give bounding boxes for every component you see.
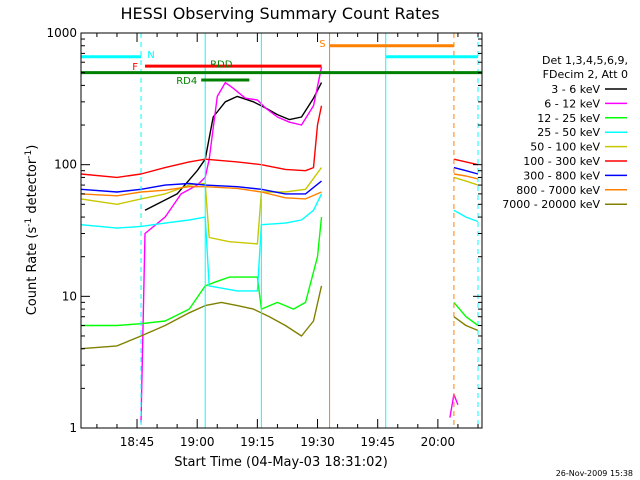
y-axis-label-part: detector — [25, 158, 40, 218]
y-axis-label-exponent: -1 — [24, 218, 34, 227]
legend-label-800-7000-kev: 800 - 7000 keV — [516, 184, 600, 197]
series-layer — [80, 67, 479, 423]
series-line-100-300-kev — [453, 158, 479, 166]
render-timestamp: 26-Nov-2009 15:38 — [556, 469, 633, 478]
series-line-12-25-kev — [453, 301, 479, 327]
series-line-25-50-kev — [80, 193, 323, 292]
series-line-25-50-kev — [453, 209, 479, 223]
flag-label-rd4: RD4 — [176, 76, 197, 87]
y-tick-label: 100 — [54, 158, 77, 172]
legend-label-12-25-kev: 12 - 25 keV — [537, 112, 600, 125]
flag-bars: NF S RDD RD4 — [81, 39, 482, 87]
chart-title: HESSI Observing Summary Count Rates — [120, 4, 439, 23]
legend: Det 1,3,4,5,6,9, FDecim 2, Att 0 3 - 6 k… — [502, 54, 628, 211]
legend-label-6-12-kev: 6 - 12 keV — [544, 97, 600, 110]
series-line-7000-20000-kev — [453, 316, 479, 332]
legend-header-line-1: Det 1,3,4,5,6,9, — [542, 54, 628, 67]
x-axis-label: Start Time (04-May-03 18:31:02) — [174, 455, 388, 470]
flag-label-rdd: RDD — [210, 60, 233, 71]
series-line-7000-20000-kev — [80, 285, 323, 350]
y-axis-label: Count Rate (s-1 detector-1) — [24, 145, 40, 316]
x-tick-label: 18:45 — [120, 435, 155, 449]
x-tick-label: 19:30 — [300, 435, 335, 449]
series-line-800-7000-kev — [80, 185, 322, 200]
series-line-50-100-kev — [80, 167, 323, 245]
series-line-12-25-kev — [80, 217, 323, 327]
plot-frame — [80, 32, 483, 429]
series-line-50-100-kev — [453, 176, 479, 186]
x-tick-label: 19:15 — [240, 435, 275, 449]
x-tick-label: 20:00 — [421, 435, 456, 449]
series-line-300-800-kev — [453, 166, 479, 175]
x-tick-label: 19:00 — [180, 435, 215, 449]
y-tick-label: 10 — [62, 289, 77, 303]
legend-label-300-800-kev: 300 - 800 keV — [523, 169, 600, 182]
axes-layer: 1 10 100 1000 18:45 19:00 19:15 19:30 19:45 20:00 — [46, 26, 482, 449]
legend-label-25-50-kev: 25 - 50 keV — [537, 126, 600, 139]
vertical-markers — [140, 33, 479, 428]
y-axis-label-part: ) — [25, 145, 40, 150]
flag-label-n: N — [147, 50, 154, 61]
x-tick-label: 19:45 — [360, 435, 395, 449]
y-tick-label: 1000 — [46, 26, 77, 40]
y-axis-label-exponent: -1 — [24, 150, 34, 159]
flag-label-s: S — [319, 39, 325, 50]
series-line-100-300-kev — [80, 105, 323, 179]
series-line-3-6-kev — [144, 82, 323, 211]
y-tick-label: 1 — [69, 421, 77, 435]
y-axis-label-part: Count Rate (s — [25, 227, 40, 316]
legend-header-line-2: FDecim 2, Att 0 — [543, 68, 628, 81]
legend-label-100-300-kev: 100 - 300 keV — [523, 155, 600, 168]
legend-label-7000-20000-kev: 7000 - 20000 keV — [502, 198, 600, 211]
series-line-800-7000-kev — [453, 173, 479, 180]
legend-label-50-100-kev: 50 - 100 keV — [530, 141, 600, 154]
flag-label-f: F — [132, 62, 138, 73]
series-line-6-12-kev — [140, 67, 323, 423]
legend-label-3-6-kev: 3 - 6 keV — [551, 83, 600, 96]
